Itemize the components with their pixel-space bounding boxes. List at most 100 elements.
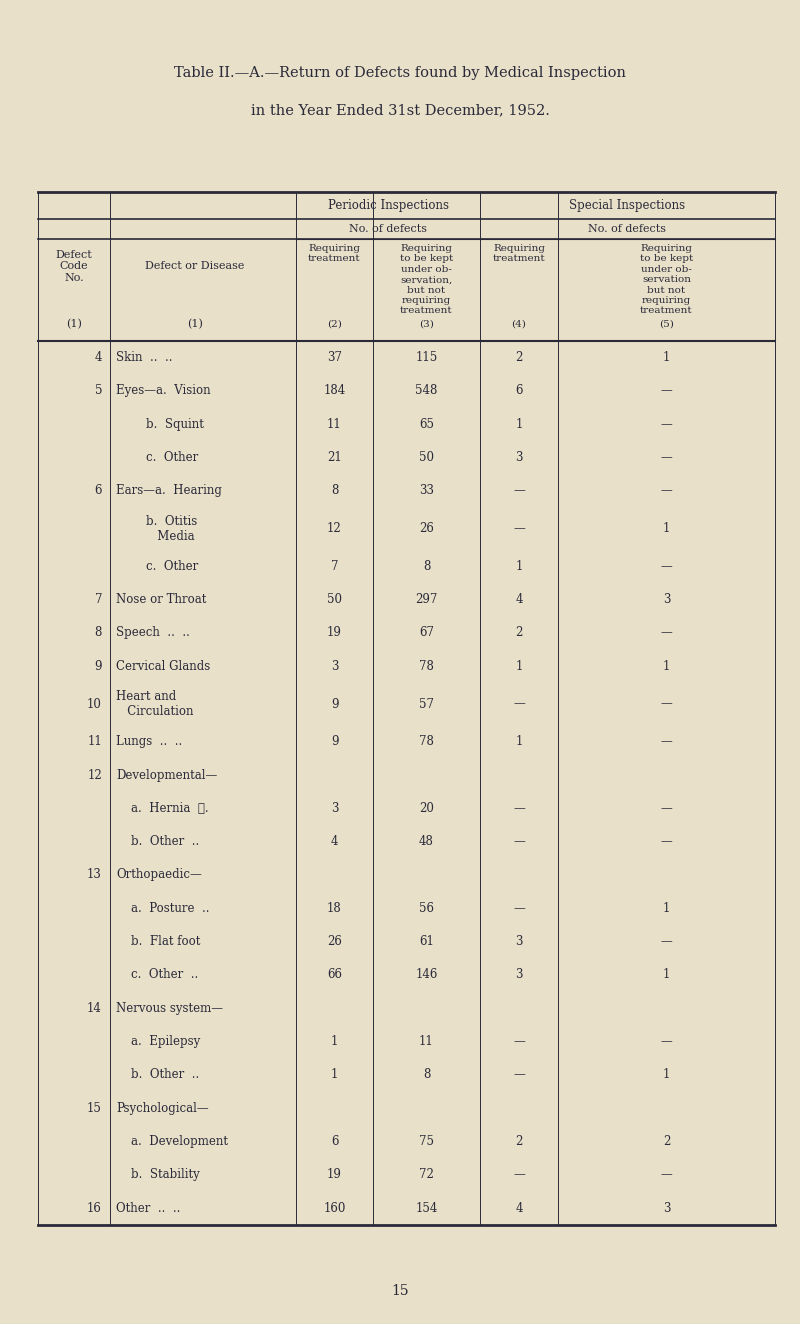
Text: 1: 1	[663, 522, 670, 535]
Text: 3: 3	[515, 935, 522, 948]
Text: Lungs  ..  ..: Lungs .. ..	[116, 735, 182, 748]
Text: 1: 1	[663, 659, 670, 673]
Text: Orthopaedic—: Orthopaedic—	[116, 869, 202, 882]
Text: 3: 3	[515, 968, 522, 981]
Text: Requiring
to be kept
under ob-
servation
but not
requiring
treatment: Requiring to be kept under ob- servation…	[640, 244, 693, 315]
Text: —: —	[513, 802, 525, 814]
Text: (1): (1)	[66, 319, 82, 328]
Text: —: —	[513, 485, 525, 498]
Text: c.  Other: c. Other	[116, 560, 198, 573]
Text: 6: 6	[330, 1135, 338, 1148]
Text: 11: 11	[419, 1035, 434, 1049]
Text: 10: 10	[87, 698, 102, 711]
Text: 78: 78	[419, 659, 434, 673]
Text: —: —	[661, 418, 672, 430]
Text: 50: 50	[327, 593, 342, 606]
Text: Periodic Inspections: Periodic Inspections	[327, 199, 449, 212]
Text: 12: 12	[327, 522, 342, 535]
Text: 65: 65	[419, 418, 434, 430]
Text: Cervical Glands: Cervical Glands	[116, 659, 210, 673]
Text: (3): (3)	[419, 320, 434, 328]
Text: 1: 1	[663, 902, 670, 915]
Text: 2: 2	[515, 626, 522, 639]
Text: 3: 3	[330, 659, 338, 673]
Text: Requiring
to be kept
under ob-
servation,
but not
requiring
treatment: Requiring to be kept under ob- servation…	[400, 244, 453, 315]
Text: —: —	[661, 698, 672, 711]
Text: Requiring
treatment: Requiring treatment	[308, 244, 361, 263]
Text: 26: 26	[419, 522, 434, 535]
Text: 11: 11	[327, 418, 342, 430]
Text: 66: 66	[327, 968, 342, 981]
Text: 67: 67	[419, 626, 434, 639]
Text: 13: 13	[87, 869, 102, 882]
Text: 2: 2	[515, 1135, 522, 1148]
Text: Nose or Throat: Nose or Throat	[116, 593, 206, 606]
Text: —: —	[661, 935, 672, 948]
Text: a.  Posture  ..: a. Posture ..	[116, 902, 210, 915]
Text: Defect or Disease: Defect or Disease	[146, 261, 245, 271]
Text: (5): (5)	[659, 320, 674, 328]
Text: —: —	[513, 902, 525, 915]
Text: 75: 75	[419, 1135, 434, 1148]
Text: 26: 26	[327, 935, 342, 948]
Text: 8: 8	[423, 1068, 430, 1082]
Text: 11: 11	[87, 735, 102, 748]
Text: b.  Otitis
           Media: b. Otitis Media	[116, 515, 198, 543]
Text: —: —	[661, 835, 672, 849]
Text: 4: 4	[330, 835, 338, 849]
Text: 15: 15	[87, 1102, 102, 1115]
Text: —: —	[661, 560, 672, 573]
Text: 56: 56	[419, 902, 434, 915]
Text: 160: 160	[323, 1202, 346, 1214]
Text: b.  Other  ..: b. Other ..	[116, 835, 199, 849]
Text: 12: 12	[87, 768, 102, 781]
Text: c.  Other  ..: c. Other ..	[116, 968, 198, 981]
Text: a.  Epilepsy: a. Epilepsy	[116, 1035, 200, 1049]
Text: —: —	[661, 1168, 672, 1181]
Text: 4: 4	[515, 593, 522, 606]
Text: 1: 1	[515, 659, 522, 673]
Text: 146: 146	[415, 968, 438, 981]
Text: —: —	[661, 384, 672, 397]
Text: (1): (1)	[187, 319, 203, 328]
Text: 3: 3	[515, 451, 522, 463]
Text: 9: 9	[330, 698, 338, 711]
Text: No. of defects: No. of defects	[349, 224, 427, 234]
Text: Ears—a.  Hearing: Ears—a. Hearing	[116, 485, 222, 498]
Text: —: —	[661, 626, 672, 639]
Text: —: —	[513, 1035, 525, 1049]
Text: 48: 48	[419, 835, 434, 849]
Text: 72: 72	[419, 1168, 434, 1181]
Text: —: —	[661, 802, 672, 814]
Text: 9: 9	[330, 735, 338, 748]
Text: 50: 50	[419, 451, 434, 463]
Text: 1: 1	[515, 735, 522, 748]
Text: Developmental—: Developmental—	[116, 768, 218, 781]
Text: Eyes—a.  Vision: Eyes—a. Vision	[116, 384, 210, 397]
Text: 16: 16	[87, 1202, 102, 1214]
Text: 33: 33	[419, 485, 434, 498]
Text: Heart and
   Circulation: Heart and Circulation	[116, 690, 194, 718]
Text: c.  Other: c. Other	[116, 451, 198, 463]
Text: Requiring
treatment: Requiring treatment	[493, 244, 546, 263]
Text: —: —	[661, 485, 672, 498]
Text: Special Inspections: Special Inspections	[570, 199, 686, 212]
Text: 7: 7	[94, 593, 102, 606]
Text: 1: 1	[515, 418, 522, 430]
Text: 3: 3	[330, 802, 338, 814]
Text: 6: 6	[515, 384, 522, 397]
Text: —: —	[513, 835, 525, 849]
Text: 1: 1	[663, 351, 670, 364]
Text: 8: 8	[331, 485, 338, 498]
Text: 57: 57	[419, 698, 434, 711]
Text: —: —	[513, 522, 525, 535]
Text: 548: 548	[415, 384, 438, 397]
Text: b.  Squint: b. Squint	[116, 418, 204, 430]
Text: 18: 18	[327, 902, 342, 915]
Text: 4: 4	[515, 1202, 522, 1214]
Text: b.  Stability: b. Stability	[116, 1168, 200, 1181]
Text: a.  Development: a. Development	[116, 1135, 228, 1148]
Text: 1: 1	[331, 1035, 338, 1049]
Text: 14: 14	[87, 1002, 102, 1014]
Text: 37: 37	[327, 351, 342, 364]
